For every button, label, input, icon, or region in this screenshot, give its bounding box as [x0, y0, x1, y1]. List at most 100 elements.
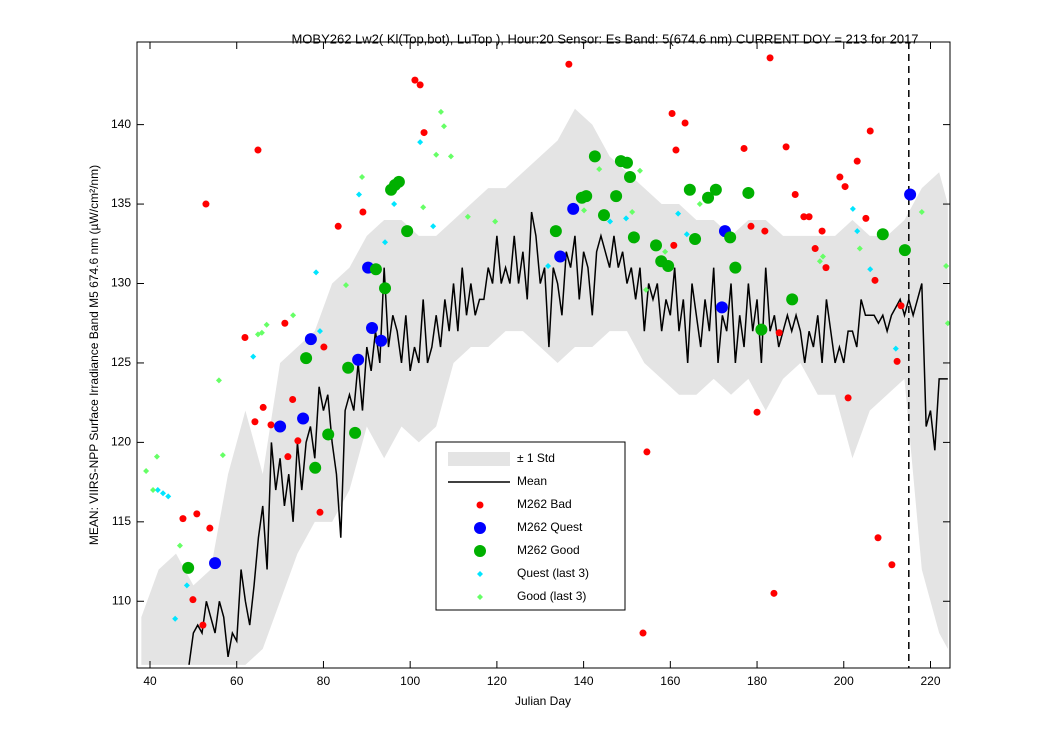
large-point: [401, 225, 414, 238]
diamond-point: [154, 487, 161, 494]
diamond-point: [437, 108, 444, 115]
point: [871, 276, 879, 284]
large-point: [898, 244, 911, 257]
large-point: [786, 293, 799, 306]
point: [747, 222, 755, 230]
diamond-point: [675, 210, 682, 217]
point: [672, 146, 680, 154]
point: [193, 510, 201, 518]
diamond-point: [643, 286, 650, 293]
large-point: [274, 420, 287, 433]
large-point: [650, 239, 663, 252]
large-point: [597, 209, 610, 222]
point: [782, 143, 790, 151]
point: [836, 173, 844, 181]
diamond-point: [849, 205, 856, 212]
large-point: [300, 352, 313, 365]
diamond-point: [545, 263, 552, 270]
y-axis-label: MEAN: VIIRS-NPP Surface Irradiance Band …: [87, 165, 101, 545]
point: [753, 408, 761, 416]
chart-title: MOBY262 Lw2( Kl(Top,bot), LuTop ), Hour:…: [291, 31, 918, 46]
diamond-point: [143, 467, 150, 474]
diamond-point: [290, 312, 297, 319]
point: [334, 222, 342, 230]
large-point: [554, 250, 567, 263]
x-tick-label: 60: [230, 674, 244, 688]
x-tick-label: 100: [400, 674, 420, 688]
large-point: [379, 282, 392, 295]
point: [254, 146, 262, 154]
legend-label: Mean: [517, 474, 547, 488]
axes: 40 60 80 100 120 140 160 180 200 220 110 115 120 125 1…: [111, 41, 951, 688]
diamond-point: [263, 321, 270, 328]
point: [206, 524, 214, 532]
large-point: [904, 188, 917, 201]
point: [316, 508, 324, 516]
large-point: [683, 183, 696, 196]
large-point: [610, 190, 623, 203]
diamond-point: [250, 353, 257, 360]
point: [897, 302, 905, 310]
diamond-point: [313, 269, 320, 276]
legend-label: M262 Quest: [517, 520, 583, 534]
legend-label: Good (last 3): [517, 589, 586, 603]
diamond-point: [342, 282, 349, 289]
y-tick-label: 135: [111, 196, 131, 210]
diamond-point: [696, 201, 703, 208]
legend-swatch: [448, 452, 510, 466]
legend-label: M262 Good: [517, 543, 580, 557]
point: [420, 129, 428, 137]
large-point: [709, 183, 722, 196]
diamond-point: [430, 223, 437, 230]
point: [359, 208, 367, 216]
plot-frame: [136, 41, 951, 669]
diamond-point: [596, 166, 603, 173]
large-point: [580, 190, 593, 203]
mean-line: [188, 211, 948, 665]
point: [791, 191, 799, 199]
diamond-point: [440, 123, 447, 130]
diamond-point: [477, 594, 483, 600]
large-point: [702, 191, 715, 204]
point: [841, 183, 849, 191]
point: [770, 589, 778, 597]
diamond-point: [215, 377, 222, 384]
large-point: [755, 323, 768, 336]
diamond-point: [854, 228, 861, 235]
point: [416, 81, 424, 89]
point: [866, 127, 874, 135]
diamond-point: [607, 218, 614, 225]
diamond-point: [183, 582, 190, 589]
point: [822, 264, 830, 272]
large-point: [349, 426, 362, 439]
large-point: [588, 150, 601, 163]
point: [805, 213, 813, 221]
legend-label: Quest (last 3): [517, 566, 589, 580]
point: [811, 245, 819, 253]
point: [199, 621, 207, 629]
large-point: [567, 202, 580, 215]
point: [267, 421, 275, 429]
large-point: [297, 412, 310, 425]
point: [818, 227, 826, 235]
large-point: [620, 156, 633, 169]
y-tick-label: 115: [112, 514, 131, 528]
diamond-point: [892, 345, 899, 352]
diamond-point: [867, 266, 874, 273]
point: [294, 437, 302, 445]
diamond-point: [219, 452, 226, 459]
large-point: [309, 461, 322, 474]
diamond-point: [464, 213, 471, 220]
point: [681, 119, 689, 127]
large-point: [474, 545, 486, 557]
diamond-point: [629, 209, 636, 216]
diamond-point: [581, 207, 588, 214]
diamond-point: [359, 174, 366, 181]
x-tick-label: 200: [834, 674, 854, 688]
point: [874, 534, 882, 542]
y-tick-label: 140: [111, 117, 131, 131]
point: [862, 214, 870, 222]
x-tick-label: 120: [487, 674, 507, 688]
diamond-point: [160, 490, 167, 497]
